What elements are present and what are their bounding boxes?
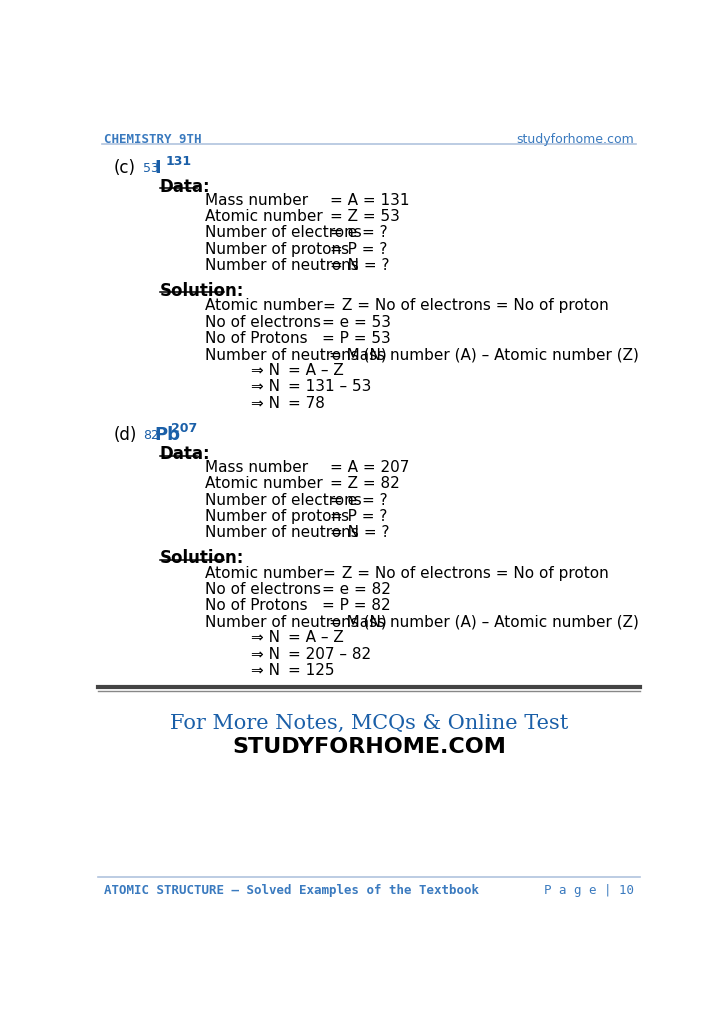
Text: = Mass number (A) – Atomic number (Z): = Mass number (A) – Atomic number (Z) [329, 614, 639, 629]
Text: Number of electrons: Number of electrons [204, 493, 361, 508]
Text: = N = ?: = N = ? [330, 258, 390, 273]
Text: (c): (c) [113, 159, 135, 177]
Text: Number of neutrons: Number of neutrons [204, 258, 359, 273]
Text: Z = No of electrons = No of proton: Z = No of electrons = No of proton [342, 566, 608, 580]
Text: = A – Z: = A – Z [287, 630, 343, 645]
Text: Atomic number: Atomic number [204, 566, 323, 580]
Text: Number of neutrons: Number of neutrons [204, 525, 359, 540]
Text: Number of neutrons (N): Number of neutrons (N) [204, 347, 387, 362]
Text: ⇒ N: ⇒ N [251, 396, 280, 410]
Text: Data:: Data: [160, 445, 210, 463]
Text: = e = 53: = e = 53 [323, 315, 392, 330]
Text: 82: 82 [143, 430, 158, 443]
Text: CHEMISTRY 9TH: CHEMISTRY 9TH [104, 133, 202, 146]
Text: = 207 – 82: = 207 – 82 [287, 646, 371, 662]
Text: ⇒ N: ⇒ N [251, 663, 280, 678]
Text: I: I [154, 159, 161, 177]
Text: = e = ?: = e = ? [330, 225, 388, 240]
Text: 53: 53 [143, 162, 158, 175]
Text: No of electrons: No of electrons [204, 582, 320, 597]
Text: Atomic number: Atomic number [204, 476, 323, 492]
Text: Pb: Pb [154, 427, 180, 444]
Text: Atomic number: Atomic number [204, 298, 323, 314]
Text: = 78: = 78 [287, 396, 325, 410]
Text: No of Protons: No of Protons [204, 598, 307, 613]
Text: Data:: Data: [160, 177, 210, 195]
Text: = Z = 82: = Z = 82 [330, 476, 400, 492]
Text: = Mass number (A) – Atomic number (Z): = Mass number (A) – Atomic number (Z) [329, 347, 639, 362]
Text: (d): (d) [113, 427, 137, 444]
Text: Number of protons: Number of protons [204, 241, 348, 257]
Text: Solution:: Solution: [160, 549, 244, 567]
Text: = 131 – 53: = 131 – 53 [287, 380, 371, 394]
Text: Solution:: Solution: [160, 282, 244, 299]
Text: =: = [323, 298, 336, 314]
Text: Z = No of electrons = No of proton: Z = No of electrons = No of proton [342, 298, 608, 314]
Text: = A – Z: = A – Z [287, 363, 343, 378]
Text: Number of protons: Number of protons [204, 509, 348, 523]
Text: Atomic number: Atomic number [204, 209, 323, 224]
Text: = P = 53: = P = 53 [323, 331, 391, 346]
Text: = N = ?: = N = ? [330, 525, 390, 540]
Text: Number of electrons: Number of electrons [204, 225, 361, 240]
Text: Number of neutrons (N): Number of neutrons (N) [204, 614, 387, 629]
Text: ⇒ N: ⇒ N [251, 646, 280, 662]
Text: = P = 82: = P = 82 [323, 598, 391, 613]
Text: 131: 131 [165, 156, 192, 168]
Text: For More Notes, MCQs & Online Test: For More Notes, MCQs & Online Test [170, 714, 568, 733]
Text: = A = 131: = A = 131 [330, 193, 410, 208]
Text: =: = [323, 566, 336, 580]
Text: P a g e | 10: P a g e | 10 [544, 885, 634, 898]
Text: ATOMIC STRUCTURE – Solved Examples of the Textbook: ATOMIC STRUCTURE – Solved Examples of th… [104, 885, 479, 898]
Text: ⇒ N: ⇒ N [251, 380, 280, 394]
Text: = e = 82: = e = 82 [323, 582, 392, 597]
Text: = e = ?: = e = ? [330, 493, 388, 508]
Text: = A = 207: = A = 207 [330, 460, 410, 475]
Text: Mass number: Mass number [204, 193, 308, 208]
Text: ⇒ N: ⇒ N [251, 363, 280, 378]
Text: = P = ?: = P = ? [330, 509, 387, 523]
Text: studyforhome.com: studyforhome.com [516, 133, 634, 146]
Text: STUDYFORHOME.COM: STUDYFORHOME.COM [232, 737, 506, 756]
Text: No of Protons: No of Protons [204, 331, 307, 346]
Text: = Z = 53: = Z = 53 [330, 209, 400, 224]
Text: = P = ?: = P = ? [330, 241, 387, 257]
Text: = 125: = 125 [287, 663, 334, 678]
Text: No of electrons: No of electrons [204, 315, 320, 330]
Text: Mass number: Mass number [204, 460, 308, 475]
Text: ⇒ N: ⇒ N [251, 630, 280, 645]
Text: 207: 207 [171, 422, 197, 436]
